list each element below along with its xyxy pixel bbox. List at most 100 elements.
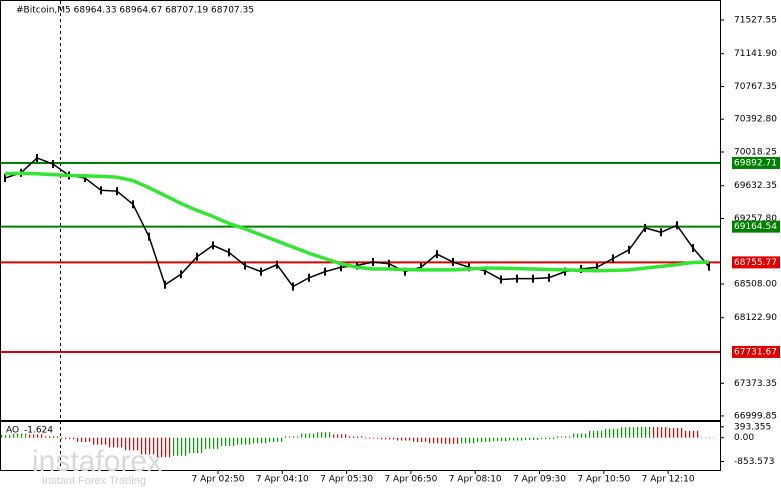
- ao-bar: [637, 426, 639, 438]
- price-bar: [52, 160, 54, 169]
- price-bar: [340, 263, 342, 272]
- ao-bar: [685, 430, 687, 438]
- ao-bar: [241, 437, 243, 445]
- ao-bar: [369, 437, 371, 439]
- ao-bar: [645, 426, 647, 438]
- price-bar: [292, 282, 294, 291]
- y-tick-label: 67373.35: [734, 379, 777, 389]
- price-bar: [612, 254, 614, 263]
- ao-bar: [137, 437, 139, 451]
- level-label-box: [732, 156, 780, 169]
- price-bar: [180, 270, 182, 279]
- ao-bar: [561, 436, 563, 438]
- ao-bar: [393, 437, 395, 440]
- ao-bar: [681, 428, 683, 438]
- ao-bar: [401, 437, 403, 441]
- ao-bar: [165, 437, 167, 458]
- y-tick-label: 70767.35: [734, 82, 777, 92]
- x-tick-label: 7 Apr 06:50: [384, 475, 437, 485]
- ao-bar: [713, 437, 715, 439]
- ao-bar: [609, 428, 611, 438]
- ao-bar: [437, 437, 439, 444]
- ao-bar: [109, 437, 111, 448]
- ao-bar: [657, 427, 659, 438]
- ao-bar: [113, 437, 115, 448]
- ao-bar: [653, 427, 655, 438]
- ao-bar: [301, 433, 303, 438]
- ao-bar: [133, 437, 135, 451]
- ao-bar: [621, 427, 623, 438]
- ao-bar: [45, 436, 47, 438]
- x-tick-label: 7 Apr 09:30: [513, 475, 566, 485]
- ao-bar: [529, 437, 531, 440]
- ao-bar: [261, 437, 263, 444]
- indicator-name: AO: [6, 426, 19, 436]
- ao-bar: [625, 427, 627, 438]
- ao-bar: [345, 434, 347, 438]
- ao-bar: [673, 428, 675, 438]
- ao-bar: [101, 437, 103, 445]
- ao-bar: [313, 433, 315, 438]
- ao-bar: [257, 437, 259, 444]
- ao-bar: [605, 428, 607, 438]
- ao-bar: [485, 437, 487, 442]
- ao-bar: [441, 437, 443, 444]
- ao-bar: [189, 437, 191, 454]
- ao-bar: [669, 428, 671, 438]
- ao-bar: [525, 437, 527, 440]
- price-bar: [436, 250, 438, 259]
- price-bar: [404, 267, 406, 276]
- price-bar: [324, 267, 326, 276]
- y-tick-label: 71141.90: [734, 49, 777, 59]
- ao-bar: [477, 437, 479, 442]
- ao-bar: [197, 437, 199, 454]
- chart-title: #Bitcoin,M5 68964.33 68964.67 68707.19 6…: [16, 6, 254, 16]
- y-tick-label: 66999.85: [734, 411, 777, 421]
- ao-bar: [65, 437, 67, 440]
- ao-bar: [153, 437, 155, 455]
- ao-bar: [509, 437, 511, 441]
- ao-bar: [489, 437, 491, 442]
- ao-bar: [389, 437, 391, 440]
- ao-bar: [521, 437, 523, 441]
- ao-bar: [433, 437, 435, 444]
- price-bar: [164, 280, 166, 289]
- ao-bar: [33, 434, 35, 438]
- ao-bar: [617, 428, 619, 438]
- ao-bar: [473, 437, 475, 444]
- indicator-panel: [0, 421, 721, 471]
- price-bar: [148, 232, 150, 241]
- ao-bar: [597, 430, 599, 438]
- level-label-box: [732, 345, 780, 358]
- ao-bar: [385, 437, 387, 440]
- ao-bar: [237, 437, 239, 445]
- ao-bar: [281, 437, 283, 442]
- ao-bar: [601, 430, 603, 438]
- price-bar: [228, 248, 230, 257]
- price-bar: [644, 223, 646, 232]
- x-tick-label: 7 Apr 05:30: [320, 475, 373, 485]
- price-bar: [308, 273, 310, 282]
- ao-bar: [121, 437, 123, 448]
- ao-bar: [93, 437, 95, 445]
- price-bar: [596, 263, 598, 272]
- level-label-box: [732, 220, 780, 233]
- x-tick-label: 7 Apr 02:50: [192, 475, 245, 485]
- ao-bar: [213, 437, 215, 449]
- ao-bar: [349, 436, 351, 438]
- ao-bar: [41, 434, 43, 438]
- price-bar: [116, 187, 118, 196]
- y-tick-label: 69632.35: [734, 181, 777, 191]
- ao-bar: [405, 437, 407, 441]
- ao-bar: [517, 437, 519, 441]
- ao-bar: [289, 436, 291, 438]
- price-bar: [676, 221, 678, 230]
- ao-bar: [373, 437, 375, 439]
- ao-bar: [693, 430, 695, 438]
- ao-bar: [277, 437, 279, 442]
- price-bar: [548, 273, 550, 282]
- ao-bar: [193, 437, 195, 454]
- ao-bar: [97, 437, 99, 445]
- ao-bar: [229, 437, 231, 447]
- ao-bar: [225, 437, 227, 447]
